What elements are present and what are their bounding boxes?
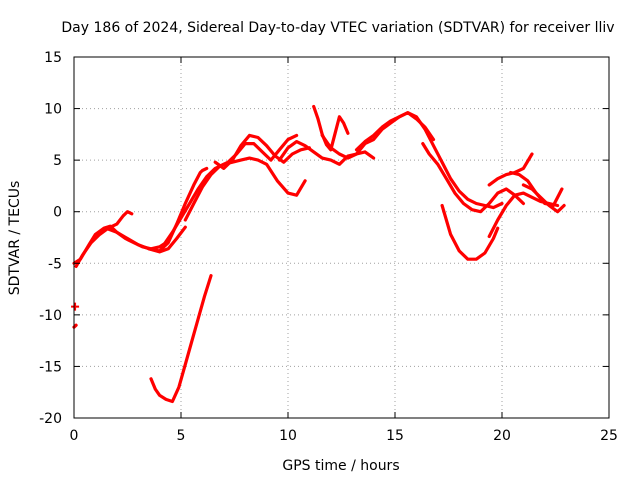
chart-series <box>71 104 566 404</box>
series-arc-17 <box>521 183 566 214</box>
x-axis-title: GPS time / hours <box>282 458 399 474</box>
y-axis-title: SDTVAR / TECUs <box>7 181 23 296</box>
x-tick-label: 0 <box>70 428 79 444</box>
x-tick-label: 15 <box>386 428 404 444</box>
x-tick-label: 10 <box>279 428 297 444</box>
x-tick-label: 20 <box>493 428 511 444</box>
y-tick-label: 15 <box>44 50 62 66</box>
axis-ticks: 0 5 10 15 20 25 -20 -15 -10 -5 0 5 10 15 <box>39 50 618 444</box>
series-arc-12 <box>421 142 526 214</box>
y-tick-label: -5 <box>48 256 62 272</box>
y-tick-label: -10 <box>39 308 62 324</box>
marker-1 <box>71 302 80 311</box>
series-arc-13 <box>440 203 500 261</box>
series-arc-4 <box>147 166 209 253</box>
series-arc-7 <box>213 133 311 170</box>
y-tick-label: -15 <box>39 359 62 375</box>
series-arc-14 <box>487 191 560 239</box>
y-tick-label: -20 <box>39 411 62 427</box>
x-tick-label: 25 <box>600 428 618 444</box>
chart-grid <box>74 57 609 418</box>
series-arc-11 <box>354 111 504 210</box>
plot-frame <box>73 56 610 419</box>
y-tick-label: 10 <box>44 102 62 118</box>
y-tick-label: 5 <box>53 153 62 169</box>
y-tick-label: 0 <box>53 205 62 221</box>
chart-title: Day 186 of 2024, Sidereal Day-to-day VTE… <box>61 20 614 36</box>
series-arc-19 <box>149 274 213 404</box>
x-tick-label: 5 <box>177 428 186 444</box>
series-arc-9 <box>312 104 350 152</box>
